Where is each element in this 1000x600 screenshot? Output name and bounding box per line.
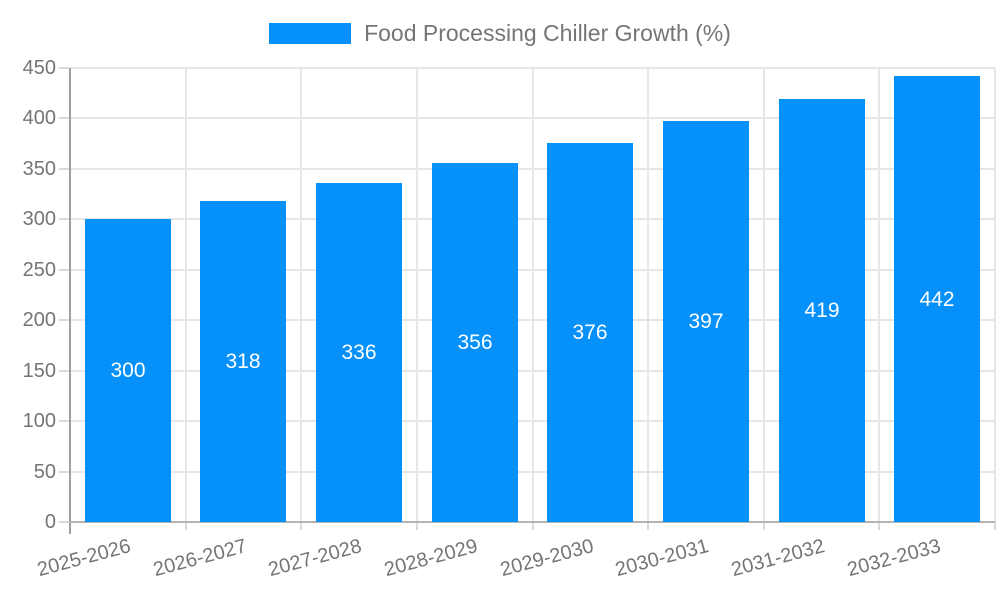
v-gridline [762, 68, 765, 522]
y-axis-line [69, 68, 71, 534]
x-axis-tick [762, 522, 765, 530]
y-axis-tick [59, 117, 69, 120]
legend-label: Food Processing Chiller Growth (%) [364, 19, 731, 46]
v-gridline [531, 68, 534, 522]
y-axis-tick [59, 470, 69, 473]
bar-value-label: 376 [572, 320, 608, 344]
legend-item[interactable]: Food Processing Chiller Growth (%) [269, 19, 731, 46]
x-axis-tick [184, 522, 187, 530]
x-axis-label: 2029-2030 [497, 535, 596, 582]
y-axis-label: 50 [33, 460, 56, 483]
bar-value-label: 300 [110, 359, 146, 383]
v-gridline [647, 68, 650, 522]
bar-value-label: 419 [804, 299, 840, 323]
y-axis-label: 200 [22, 309, 56, 332]
v-gridline [415, 68, 418, 522]
y-axis-label: 250 [22, 258, 56, 281]
chart-legend: Food Processing Chiller Growth (%) [0, 16, 1000, 50]
x-axis-tick [878, 522, 881, 530]
v-gridline [878, 68, 881, 522]
y-axis-tick [59, 67, 69, 69]
x-axis-tick [415, 522, 418, 530]
x-axis-label: 2027-2028 [266, 535, 365, 582]
x-axis-tick [994, 522, 996, 530]
v-gridline [994, 68, 996, 522]
bar-value-label: 318 [225, 350, 261, 374]
bar[interactable]: 356 [432, 162, 518, 522]
bar[interactable]: 376 [547, 142, 633, 522]
x-axis-label: 2032-2033 [844, 535, 943, 582]
bar[interactable]: 397 [663, 121, 749, 522]
x-axis-label: 2028-2029 [382, 535, 481, 582]
y-axis-label: 150 [22, 359, 56, 382]
y-axis-tick [59, 218, 69, 221]
bar-value-label: 356 [457, 330, 493, 354]
x-axis-label: 2026-2027 [150, 535, 249, 582]
bar[interactable]: 300 [85, 219, 171, 522]
v-gridline [184, 68, 187, 522]
y-axis-label: 300 [22, 208, 56, 231]
y-axis-label: 0 [44, 511, 56, 533]
x-axis-tick [647, 522, 650, 530]
x-axis-label: 2030-2031 [613, 535, 712, 582]
bar[interactable]: 318 [200, 201, 286, 522]
y-axis-tick [59, 268, 69, 271]
y-axis-label: 400 [22, 107, 56, 130]
x-axis-label: 2025-2026 [35, 535, 134, 582]
v-gridline [300, 68, 303, 522]
y-axis-label: 450 [22, 57, 56, 79]
bar-value-label: 442 [919, 287, 955, 311]
bar-value-label: 397 [688, 310, 724, 334]
y-axis-tick [59, 319, 69, 322]
bar[interactable]: 442 [894, 76, 980, 522]
x-axis-tick [531, 522, 534, 530]
y-axis-tick [59, 521, 69, 523]
x-axis-baseline [69, 521, 995, 523]
legend-swatch [269, 22, 352, 44]
bar[interactable]: 336 [316, 183, 402, 522]
y-axis-label: 350 [22, 157, 56, 180]
y-axis-label: 100 [22, 410, 56, 433]
x-axis-tick [300, 522, 303, 530]
bar[interactable]: 419 [779, 99, 865, 522]
bar-value-label: 336 [341, 340, 377, 364]
y-axis-tick [59, 420, 69, 423]
y-axis-tick [59, 167, 69, 170]
x-axis-label: 2031-2032 [728, 535, 827, 582]
y-axis-tick [59, 369, 69, 372]
